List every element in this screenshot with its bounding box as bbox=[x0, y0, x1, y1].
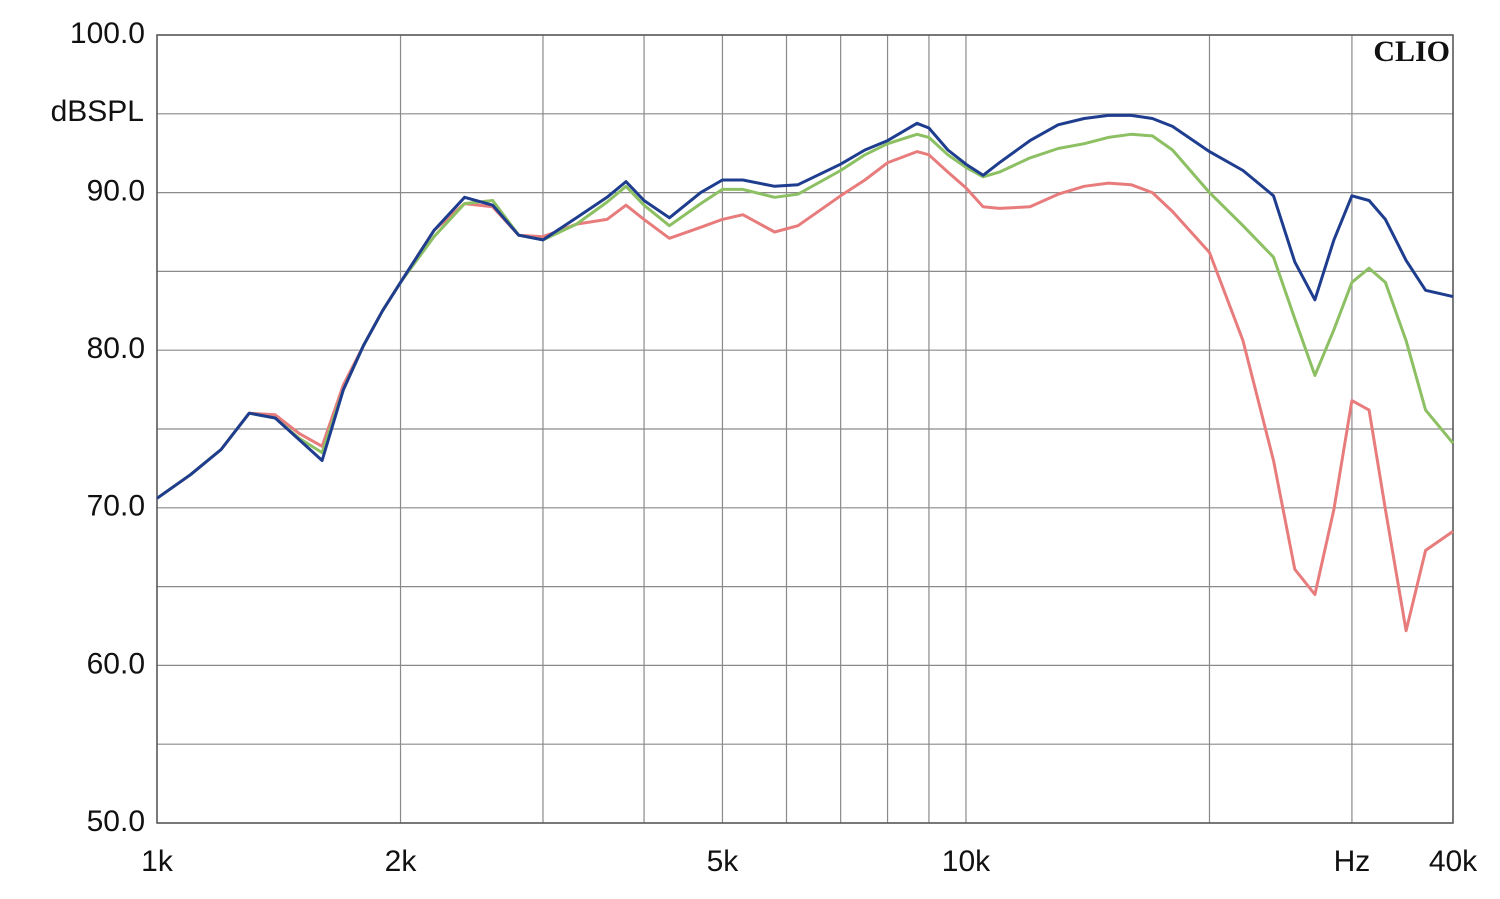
y-tick-label: 60.0 bbox=[87, 647, 145, 680]
x-tick-label: 10k bbox=[942, 845, 991, 878]
x-tick-label: 2k bbox=[385, 845, 418, 878]
y-axis-label: dBSPL bbox=[51, 95, 144, 128]
response-curve bbox=[156, 132, 1455, 500]
y-tick-label: 50.0 bbox=[87, 805, 145, 838]
x-tick-label: 40k bbox=[1429, 845, 1478, 878]
x-tick-label: 5k bbox=[707, 845, 740, 878]
response-curve bbox=[156, 113, 1454, 500]
x-tick-label: 1k bbox=[141, 845, 174, 878]
x-tick-label: Hz bbox=[1334, 845, 1371, 878]
y-tick-label: 70.0 bbox=[87, 490, 145, 523]
y-tick-label: 100.0 bbox=[70, 17, 145, 50]
response-curve bbox=[156, 150, 1454, 633]
plot-frame bbox=[156, 34, 1454, 824]
brand-label: CLIO bbox=[1373, 35, 1450, 68]
y-tick-label: 80.0 bbox=[87, 332, 145, 365]
y-tick-label: 90.0 bbox=[87, 175, 145, 208]
